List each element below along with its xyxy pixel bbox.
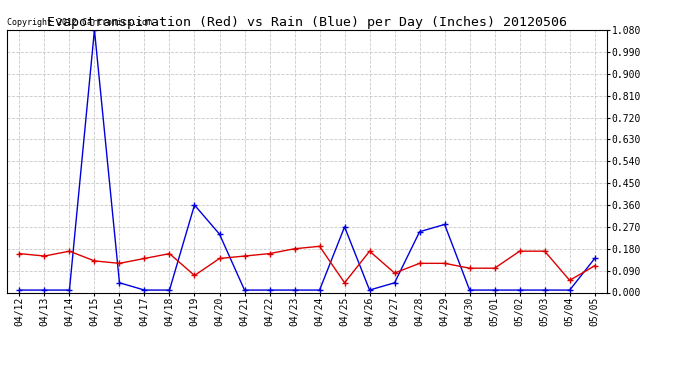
Title: Evapotranspiration (Red) vs Rain (Blue) per Day (Inches) 20120506: Evapotranspiration (Red) vs Rain (Blue) …	[47, 16, 567, 29]
Text: Copyright 2012 Cartronics.com: Copyright 2012 Cartronics.com	[7, 18, 152, 27]
